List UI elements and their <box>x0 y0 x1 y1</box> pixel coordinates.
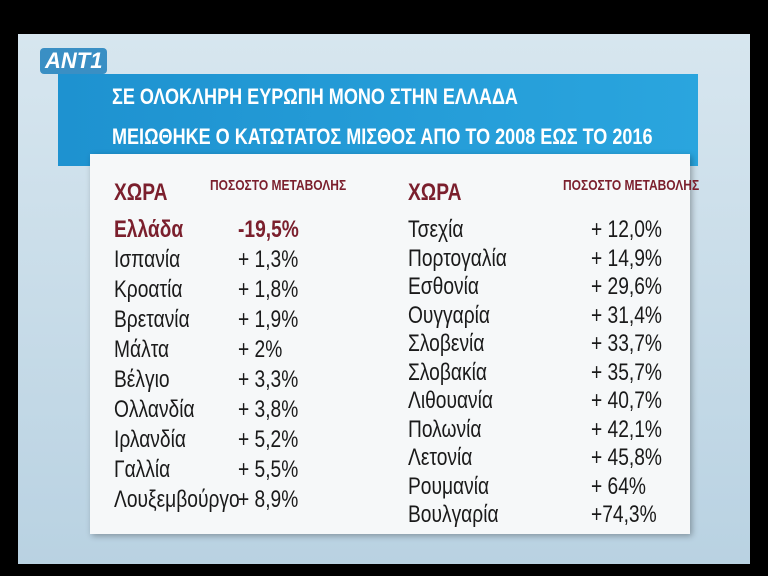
country: Ολλανδία <box>114 396 195 423</box>
country: Ισπανία <box>114 246 181 273</box>
change: + 42,1% <box>591 415 662 443</box>
country: Ελλάδα <box>114 216 184 243</box>
country: Σλοβενία <box>408 330 485 357</box>
change: + 31,4% <box>591 301 662 329</box>
change: + 5,5% <box>238 456 299 483</box>
column-header: ΠΟΣΟΣΤΟ ΜΕΤΑΒΟΛΗΣ <box>210 177 347 194</box>
country: Λετονία <box>408 444 473 471</box>
change: + 40,7% <box>591 387 662 414</box>
country: Ρουμανία <box>408 472 490 500</box>
country: Πορτογαλία <box>408 244 507 272</box>
change: + 5,2% <box>238 426 299 453</box>
country: Ουγγαρία <box>408 301 491 329</box>
country: Μάλτα <box>114 336 170 363</box>
change: + 8,9% <box>238 486 299 513</box>
column-header: ΧΩΡΑ <box>114 179 168 206</box>
country: Τσεχία <box>408 216 464 243</box>
change: + 2% <box>238 336 283 363</box>
logo: ANT1 <box>40 48 108 74</box>
column-header: ΧΩΡΑ <box>408 179 462 206</box>
title-line: ΜΕΙΩΘΗΚΕ Ο ΚΑΤΩΤΑΤΟΣ ΜΙΣΘΟΣ ΑΠΟ ΤΟ 2008 … <box>112 124 653 149</box>
country: Βέλγιο <box>114 366 170 393</box>
country: Λουξεμβούργο <box>114 486 240 513</box>
country: Βρετανία <box>114 306 190 333</box>
change: + 12,0% <box>591 216 662 243</box>
change: + 1,9% <box>238 306 299 333</box>
change: + 33,7% <box>591 330 662 357</box>
change: + 64% <box>591 472 646 500</box>
country: Λιθουανία <box>408 387 494 414</box>
column-header: ΠΟΣΟΣΤΟ ΜΕΤΑΒΟΛΗΣ <box>563 177 700 194</box>
change: +74,3% <box>591 501 657 528</box>
title-banner: ΣΕ ΟΛΟΚΛΗΡΗ ΕΥΡΩΠΗ ΜΟΝΟ ΣΤΗΝ ΕΛΛΑΔΑ ΜΕΙΩ… <box>58 74 698 166</box>
country: Βουλγαρία <box>408 501 499 528</box>
change: + 45,8% <box>591 444 662 471</box>
change: + 3,8% <box>238 396 299 423</box>
country: Ιρλανδία <box>114 426 186 453</box>
country: Κροατία <box>114 276 183 303</box>
change: + 1,3% <box>238 246 299 273</box>
change: + 14,9% <box>591 244 662 272</box>
table-panel <box>90 154 690 534</box>
country: Πολωνία <box>408 415 482 443</box>
change: -19,5% <box>238 216 299 243</box>
change: + 1,8% <box>238 276 299 303</box>
title-line: ΣΕ ΟΛΟΚΛΗΡΗ ΕΥΡΩΠΗ ΜΟΝΟ ΣΤΗΝ ΕΛΛΑΔΑ <box>112 84 518 109</box>
change: + 3,3% <box>238 366 299 393</box>
screen: ANT1 ΣΕ ΟΛΟΚΛΗΡΗ ΕΥΡΩΠΗ ΜΟΝΟ ΣΤΗΝ ΕΛΛΑΔΑ… <box>18 34 750 564</box>
country: Εσθονία <box>408 273 479 300</box>
change: + 35,7% <box>591 358 662 386</box>
country: Σλοβακία <box>408 358 487 386</box>
country: Γαλλία <box>114 456 171 483</box>
change: + 29,6% <box>591 273 662 300</box>
